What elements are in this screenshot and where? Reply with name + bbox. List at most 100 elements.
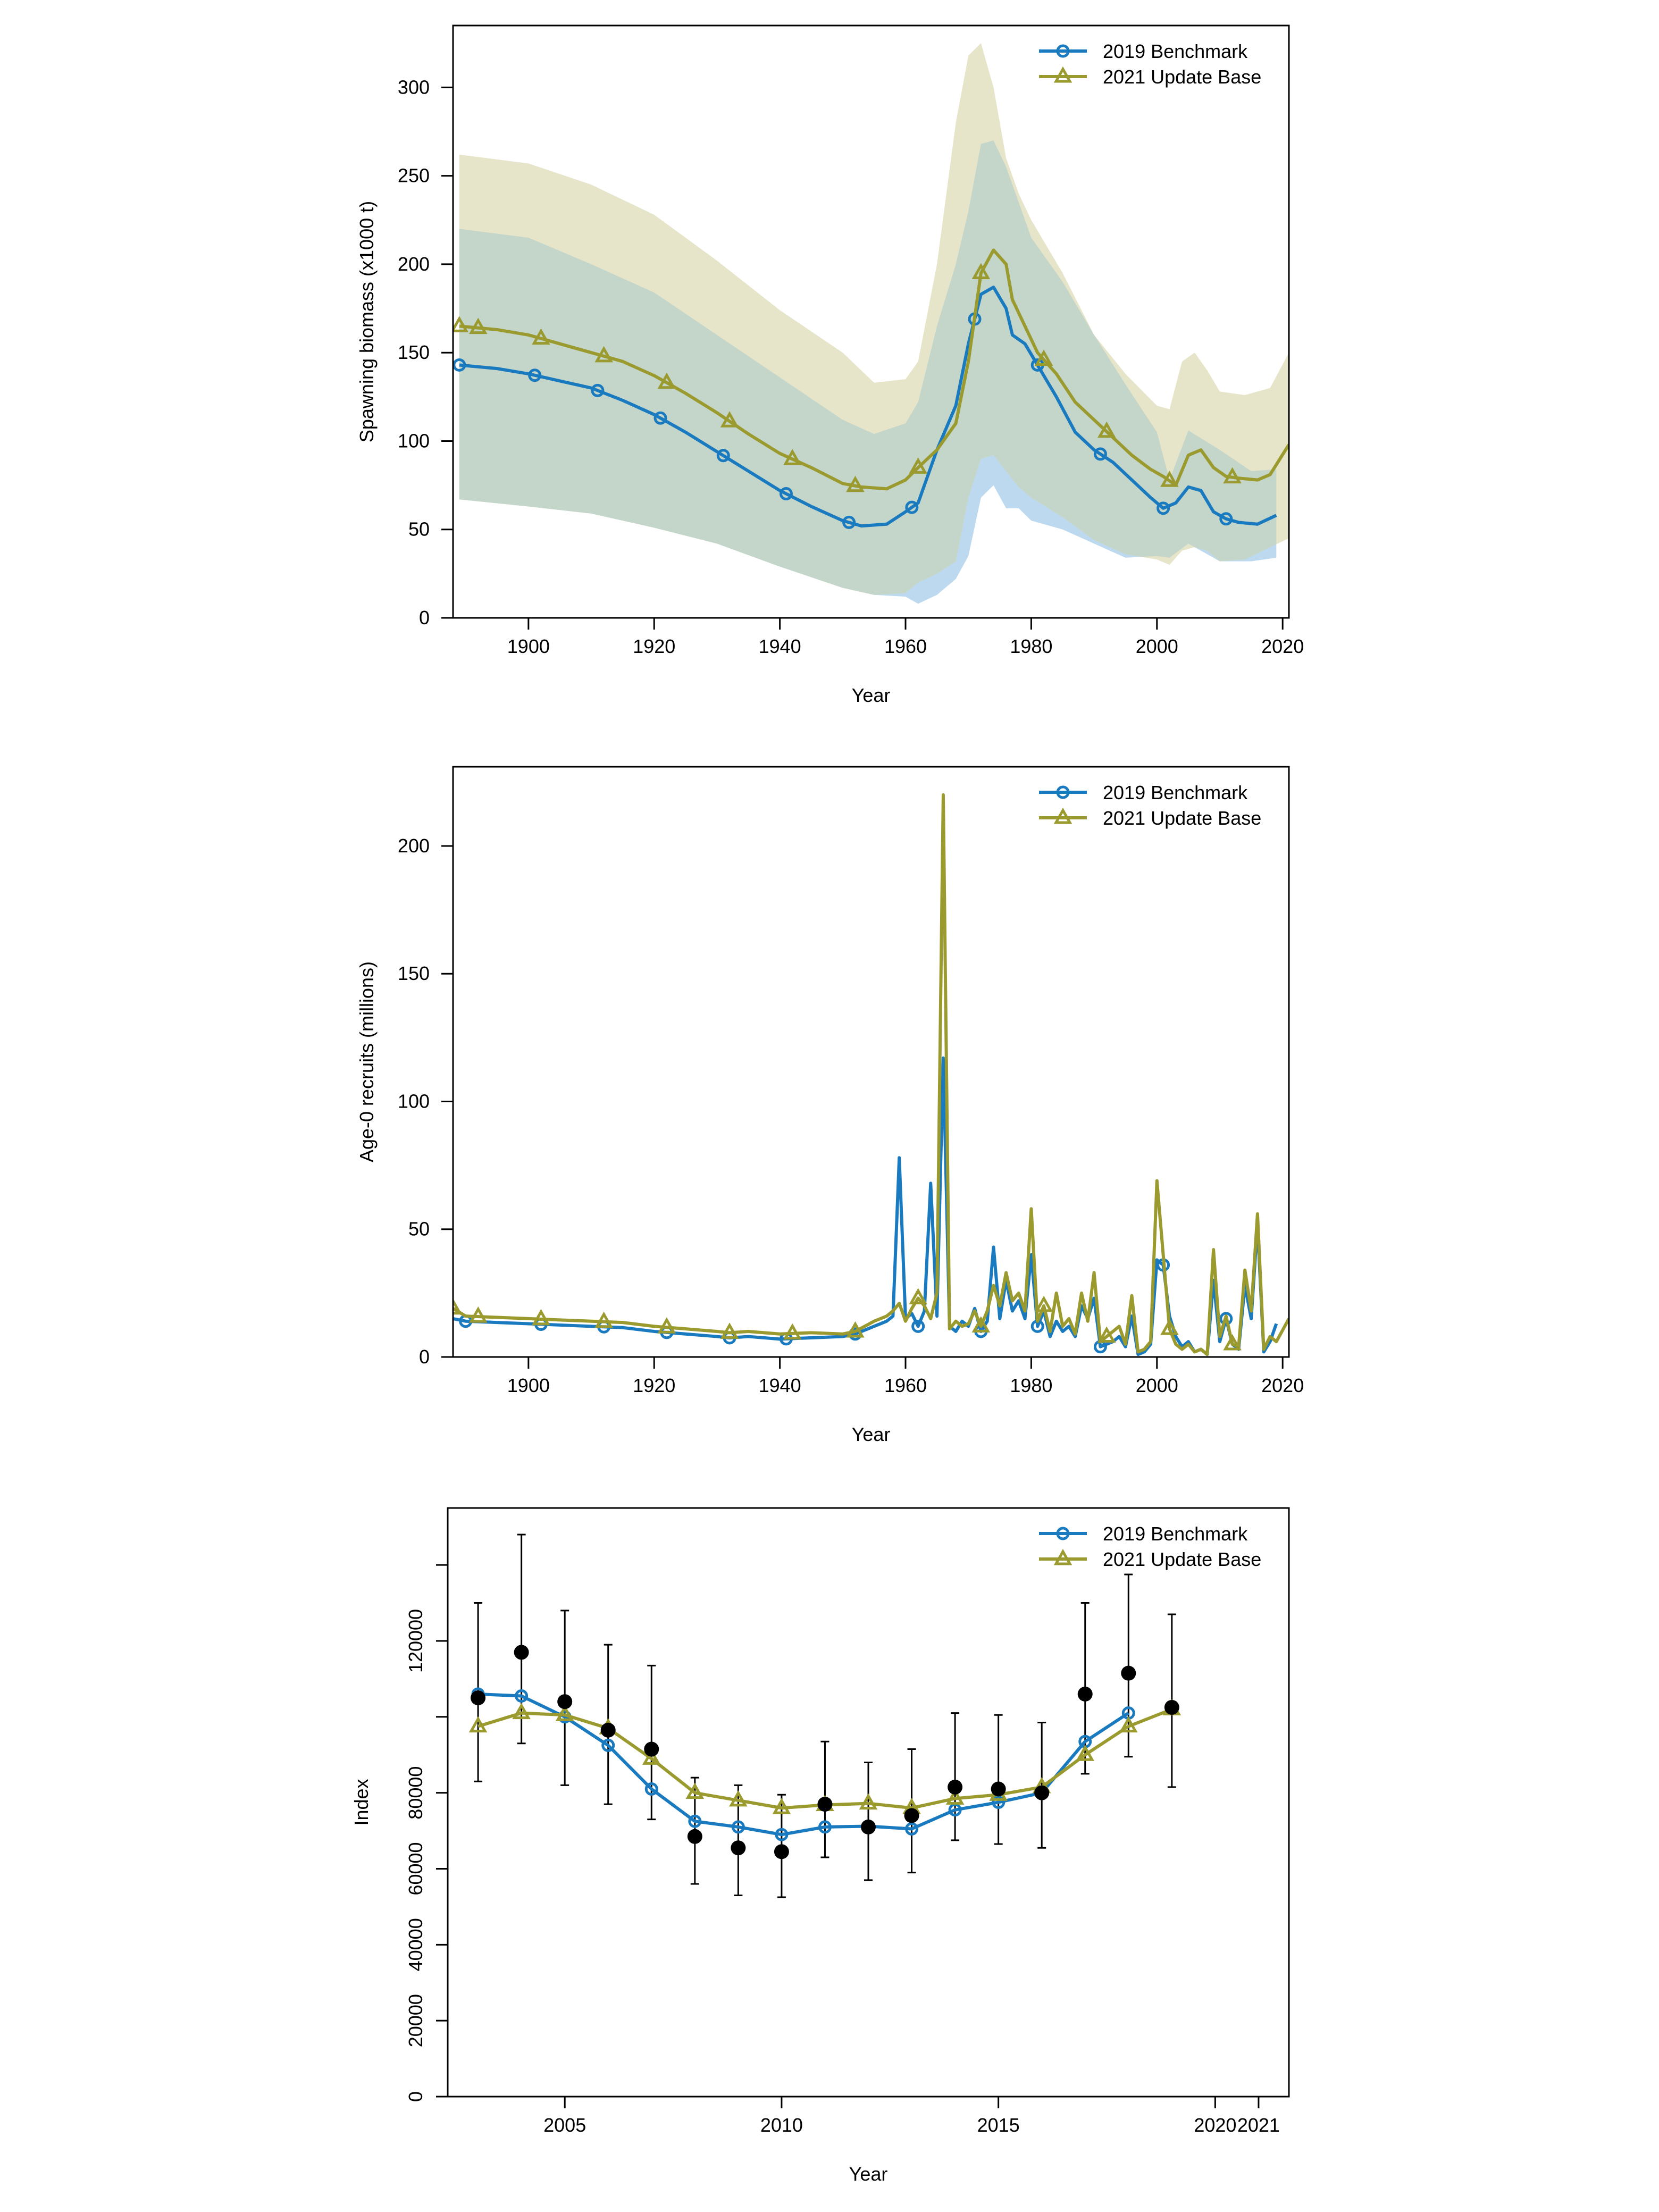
legend: 2019 Benchmark 2021 Update Base — [1039, 782, 1261, 829]
x-tick-label: 2015 — [977, 2114, 1020, 2136]
y-tick-label: 0 — [405, 2091, 426, 2102]
plot-frame — [452, 24, 1290, 619]
observed-point — [991, 1781, 1006, 1797]
data-point — [783, 449, 802, 465]
data-point — [905, 1822, 919, 1836]
y-axis-label: Index — [350, 1779, 372, 1825]
legend-label: 2021 Update Base — [1103, 1548, 1261, 1570]
data-point — [453, 358, 466, 372]
data-point — [1157, 501, 1170, 515]
data-point — [555, 1705, 574, 1721]
x-tick-label: 1980 — [1010, 635, 1052, 657]
observed-point — [1034, 1785, 1050, 1800]
observed-point — [1164, 1699, 1179, 1715]
data-point — [528, 368, 542, 382]
data-point — [779, 487, 793, 501]
chart-panel-2: 1900 1920 1940 1960 1980 2000 2020 Year 0 50 100 15… — [356, 766, 1304, 1445]
data-point — [846, 1321, 865, 1338]
data-point — [1223, 1334, 1242, 1351]
data-point — [1034, 349, 1053, 366]
data-point — [720, 411, 739, 428]
x-tick-label: 1900 — [507, 1375, 550, 1396]
x-tick-label: 2005 — [543, 2114, 586, 2136]
data-point — [905, 500, 919, 514]
y-tick-label: 300 — [398, 76, 430, 98]
y-tick-label: 250 — [398, 165, 430, 187]
observed-point — [1121, 1665, 1136, 1681]
data-point — [644, 1782, 658, 1796]
data-point — [468, 1306, 488, 1323]
data-point — [532, 1309, 550, 1326]
y-axis-label: Spawning biomass (x1000 t) — [356, 201, 378, 442]
x-tick-label: 2000 — [1136, 1375, 1178, 1396]
x-tick-label: 1980 — [1010, 1375, 1052, 1396]
y-tick-label: 200 — [398, 835, 430, 857]
observed-point — [774, 1844, 789, 1859]
legend: 2019 Benchmark 2021 Update Base — [1039, 40, 1261, 88]
x-axis-label: Year — [852, 684, 891, 706]
observed-point — [731, 1840, 746, 1856]
x-tick-label: 1940 — [759, 635, 801, 657]
x-tick-label: 1960 — [884, 1375, 927, 1396]
plot-area — [468, 1534, 1182, 1898]
observed-point — [687, 1829, 702, 1844]
data-point — [911, 1319, 925, 1333]
series-line — [459, 286, 1277, 528]
legend-marker — [1056, 1527, 1070, 1540]
legend-marker — [1053, 66, 1073, 83]
data-point — [1223, 467, 1242, 484]
data-point — [1034, 1295, 1053, 1312]
x-tick-label: 2021 — [1237, 2114, 1280, 2136]
data-point — [842, 515, 856, 529]
data-point — [594, 1311, 613, 1328]
data-point — [716, 449, 730, 463]
data-point — [731, 1820, 745, 1834]
data-point — [971, 1316, 991, 1333]
chart-panel-3: 2005 2010 2015 2020 2021 Year 0 20000 40000 60000… — [350, 1507, 1290, 2185]
data-point — [772, 1798, 791, 1814]
y-tick-label: 100 — [398, 1090, 430, 1112]
x-tick-label: 1920 — [633, 635, 675, 657]
legend-marker — [1053, 1548, 1073, 1565]
data-point — [532, 328, 550, 345]
legend-label: 2021 Update Base — [1103, 66, 1261, 88]
x-tick-label: 2020 — [1261, 1375, 1304, 1396]
legend-label: 2019 Benchmark — [1103, 40, 1248, 62]
observed-point — [1077, 1686, 1093, 1702]
x-tick-label: 2020 — [1261, 635, 1304, 657]
data-point — [1097, 1326, 1116, 1343]
observed-point — [644, 1741, 659, 1757]
chart-panel-1: 1900 1920 1940 1960 1980 2000 2020 Year 0 50 100 15… — [356, 24, 1304, 706]
legend-label: 2019 Benchmark — [1103, 1523, 1248, 1545]
x-tick-label: 2010 — [760, 2114, 803, 2136]
data-point — [909, 1288, 927, 1304]
y-tick-label: 120000 — [405, 1609, 426, 1673]
data-point — [594, 346, 613, 363]
y-tick-label: 20000 — [405, 1994, 426, 2047]
data-point — [971, 263, 991, 280]
observed-point — [861, 1819, 876, 1834]
data-point — [720, 1322, 739, 1339]
data-point — [468, 1716, 488, 1733]
data-point — [783, 1323, 802, 1340]
data-point — [468, 317, 488, 334]
observed-point — [557, 1694, 573, 1710]
data-point — [657, 372, 676, 389]
data-point — [1119, 1716, 1138, 1733]
x-axis-label: Year — [849, 2163, 888, 2185]
y-tick-label: 40000 — [405, 1918, 426, 1971]
data-point — [1160, 471, 1179, 487]
series-line — [453, 793, 1289, 1356]
y-tick-label: 0 — [419, 607, 430, 629]
data-point — [515, 1689, 529, 1703]
plot-area — [453, 793, 1289, 1356]
data-point — [1160, 1319, 1179, 1335]
y-tick-label: 200 — [398, 253, 430, 275]
data-point — [1097, 421, 1116, 438]
observed-point — [948, 1779, 963, 1795]
data-point — [453, 1298, 463, 1315]
observed-point — [600, 1722, 616, 1738]
data-point — [1219, 1312, 1233, 1326]
data-point — [1093, 447, 1107, 461]
